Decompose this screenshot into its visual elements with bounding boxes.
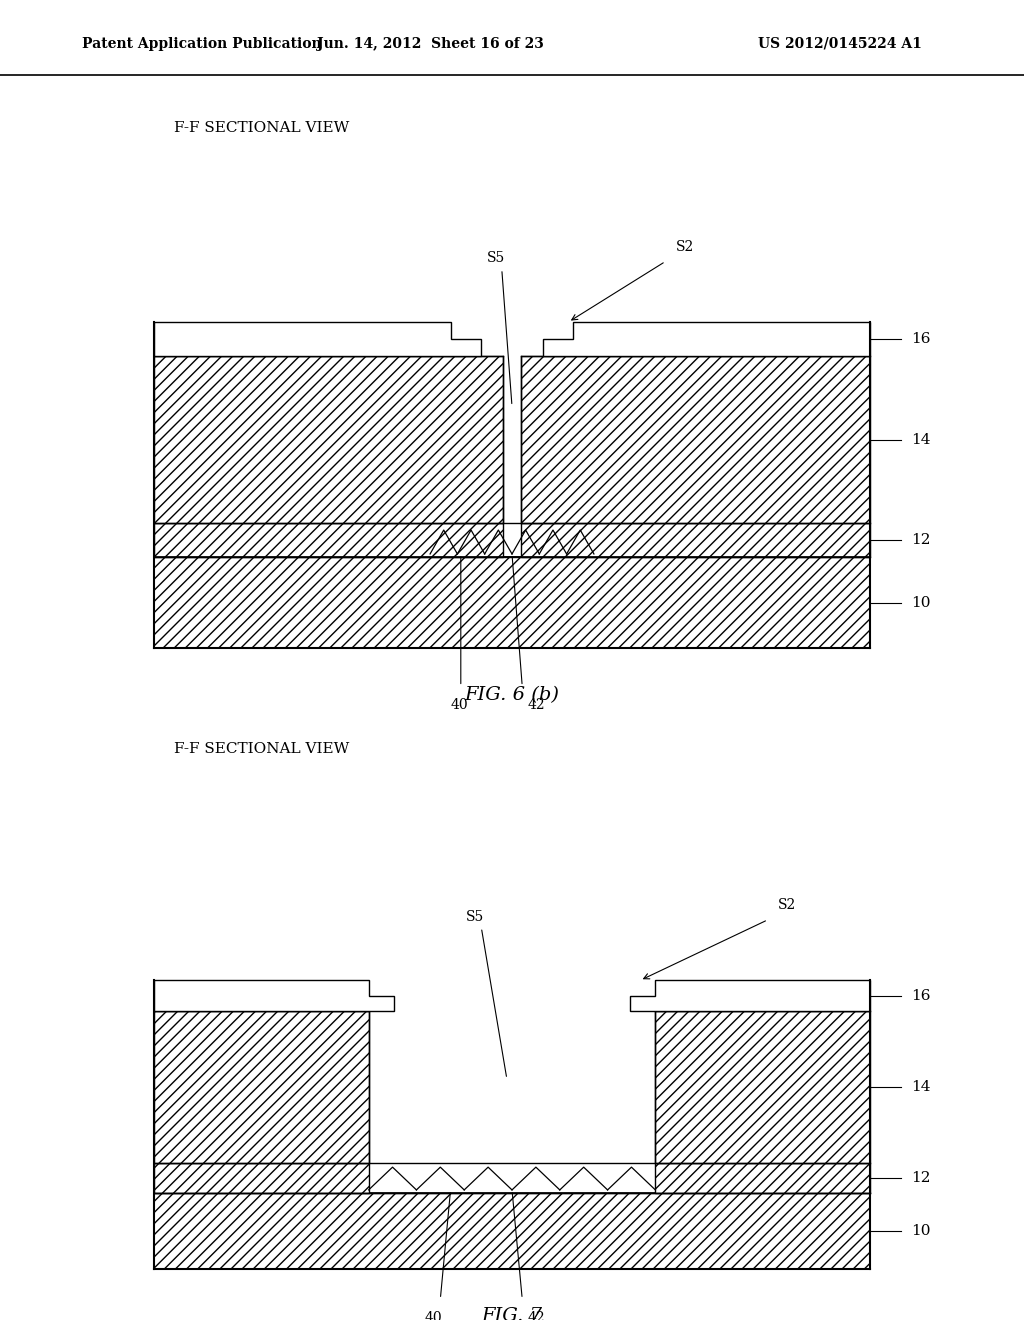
Text: 12: 12: [911, 533, 931, 548]
Text: 42: 42: [527, 698, 545, 711]
Text: S5: S5: [466, 909, 484, 924]
Polygon shape: [543, 322, 870, 356]
Bar: [521, 356, 870, 523]
Text: S2: S2: [778, 898, 797, 912]
Text: 14: 14: [911, 433, 931, 446]
Text: 16: 16: [911, 333, 931, 346]
Text: 40: 40: [451, 698, 468, 711]
Bar: [154, 1163, 369, 1193]
Bar: [655, 1011, 870, 1163]
Text: S5: S5: [486, 251, 505, 265]
Bar: [655, 1163, 870, 1193]
Text: 40: 40: [425, 1311, 442, 1320]
Bar: [154, 1011, 369, 1163]
Text: Patent Application Publication: Patent Application Publication: [82, 37, 322, 50]
Text: S2: S2: [676, 240, 694, 253]
Text: 42: 42: [527, 1311, 545, 1320]
Text: FIG. 6 (b): FIG. 6 (b): [465, 686, 559, 705]
Bar: [154, 1193, 870, 1269]
Bar: [154, 356, 503, 523]
Text: F-F SECTIONAL VIEW: F-F SECTIONAL VIEW: [174, 121, 349, 136]
Polygon shape: [154, 981, 394, 1011]
Text: 16: 16: [911, 989, 931, 1003]
Text: US 2012/0145224 A1: US 2012/0145224 A1: [758, 37, 922, 50]
Text: 10: 10: [911, 595, 931, 610]
Polygon shape: [630, 981, 870, 1011]
Bar: [521, 523, 870, 557]
Text: 12: 12: [911, 1171, 931, 1185]
Polygon shape: [154, 322, 481, 356]
Bar: [154, 557, 870, 648]
Text: F-F SECTIONAL VIEW: F-F SECTIONAL VIEW: [174, 742, 349, 756]
Bar: [154, 523, 503, 557]
Text: Jun. 14, 2012  Sheet 16 of 23: Jun. 14, 2012 Sheet 16 of 23: [316, 37, 544, 50]
Text: 14: 14: [911, 1080, 931, 1094]
Text: 10: 10: [911, 1224, 931, 1238]
Text: FIG. 7: FIG. 7: [481, 1307, 543, 1320]
